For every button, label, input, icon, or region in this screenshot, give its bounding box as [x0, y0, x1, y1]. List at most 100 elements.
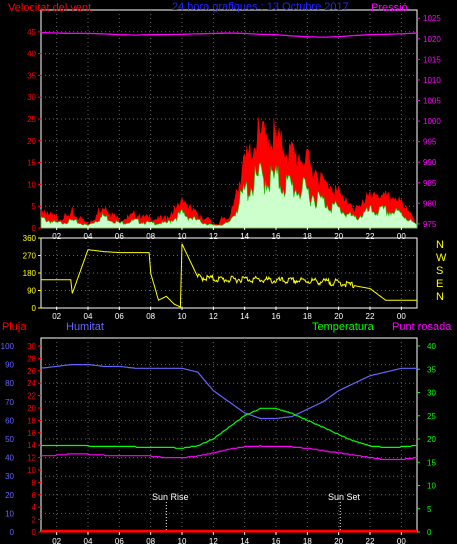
humidity-tick-label: 90 [5, 361, 14, 370]
sunset-label: Sun Set [328, 492, 361, 502]
temperature-label: Temperatura [312, 321, 375, 333]
graph-date-title: 24 hora grafiques : 13 Octubre 2017 [172, 1, 349, 13]
temperature-tick-label: 0 [427, 528, 432, 537]
rain-tick-label: 6 [32, 491, 37, 500]
mid-x-tick-label: 22 [366, 312, 375, 321]
top-x-tick-label: 18 [303, 232, 312, 241]
rain-tick-label: 8 [32, 478, 37, 487]
wind-tick-label: 15 [27, 159, 36, 168]
pressure-tick-label: 980 [423, 199, 437, 208]
temperature-tick-label: 15 [427, 458, 436, 467]
direction-tick-label: 0 [32, 304, 37, 313]
humidity-tick-label: 60 [5, 416, 14, 425]
humidity-label: Humitat [66, 321, 104, 333]
bottom-x-tick-label: 08 [146, 537, 155, 544]
humidity-tick-label: 80 [5, 379, 14, 388]
wind-tick-label: 0 [32, 224, 37, 233]
compass-label: N [436, 291, 444, 303]
rain-tick-label: 12 [27, 454, 36, 463]
top-x-tick-label: 04 [84, 232, 93, 241]
humidity-series [40, 364, 417, 420]
rain-tick-label: 2 [32, 516, 37, 525]
rain-tick-label: 4 [32, 503, 37, 512]
top-x-tick-label: 02 [52, 232, 61, 241]
bottom-x-tick-label: 06 [115, 537, 124, 544]
top-x-tick-label: 20 [334, 232, 343, 241]
mid-x-tick-label: 20 [334, 312, 343, 321]
rain-label: Pluja [2, 321, 27, 333]
temperature-tick-label: 25 [427, 412, 436, 421]
wind-direction-series [41, 243, 417, 308]
pressure-tick-label: 1025 [423, 14, 441, 23]
mid-x-tick-label: 18 [303, 312, 312, 321]
rain-tick-label: 18 [27, 416, 36, 425]
bottom-x-tick-label: 20 [334, 537, 343, 544]
rain-tick-label: 30 [27, 342, 36, 351]
compass-label: N [436, 239, 444, 251]
wind-tick-label: 20 [27, 137, 36, 146]
temperature-tick-label: 10 [427, 482, 436, 491]
mid-x-tick-label: 02 [52, 312, 61, 321]
rain-tick-label: 0 [32, 528, 37, 537]
temperature-series [41, 407, 417, 449]
mid-x-tick-label: 06 [115, 312, 124, 321]
top-x-tick-label: 06 [115, 232, 124, 241]
mid-x-tick-label: 10 [178, 312, 187, 321]
humidity-tick-label: 0 [10, 528, 15, 537]
pressure-title: Pressió [371, 2, 408, 14]
top-x-tick-label: 16 [272, 232, 281, 241]
rain-tick-label: 28 [27, 354, 36, 363]
mid-x-tick-label: 08 [146, 312, 155, 321]
direction-tick-label: 360 [23, 234, 37, 243]
rain-tick-label: 16 [27, 429, 36, 438]
pressure-tick-label: 1005 [423, 96, 441, 105]
rain-tick-label: 26 [27, 367, 36, 376]
compass-label: S [436, 265, 443, 277]
mid-x-tick-label: 04 [84, 312, 93, 321]
pressure-tick-label: 1010 [423, 76, 441, 85]
bottom-x-tick-label: 12 [209, 537, 218, 544]
humidity-tick-label: 40 [5, 454, 14, 463]
bottom-x-tick-label: 18 [303, 537, 312, 544]
dewpoint-label: Punt rosada [392, 321, 452, 333]
humidity-tick-label: 10 [5, 509, 14, 518]
temperature-tick-label: 35 [427, 365, 436, 374]
pressure-tick-label: 990 [423, 158, 437, 167]
wind-tick-label: 5 [32, 202, 37, 211]
top-x-tick-label: 22 [366, 232, 375, 241]
bottom-x-tick-label: 22 [366, 537, 375, 544]
temperature-tick-label: 20 [427, 435, 436, 444]
compass-label: E [436, 278, 443, 290]
mid-x-tick-label: 12 [209, 312, 218, 321]
pressure-tick-label: 995 [423, 138, 437, 147]
dewpoint-series [41, 444, 417, 461]
pressure-tick-label: 1000 [423, 117, 441, 126]
top-x-tick-label: 00 [397, 232, 406, 241]
wind-tick-label: 25 [27, 115, 36, 124]
mid-x-tick-label: 14 [240, 312, 249, 321]
pressure-series [40, 31, 418, 38]
bottom-x-tick-label: 14 [240, 537, 249, 544]
humidity-tick-label: 30 [5, 472, 14, 481]
wind-average-series [40, 162, 418, 229]
compass-label: W [436, 252, 447, 264]
pressure-tick-label: 975 [423, 220, 437, 229]
humidity-tick-label: 70 [5, 398, 14, 407]
mid-x-tick-label: 00 [397, 312, 406, 321]
pressure-tick-label: 1020 [423, 35, 441, 44]
wind-tick-label: 30 [27, 93, 36, 102]
bottom-x-tick-label: 16 [272, 537, 281, 544]
wind-gust-series [40, 117, 418, 229]
top-x-tick-label: 12 [209, 232, 218, 241]
bottom-x-tick-label: 02 [52, 537, 61, 544]
humidity-tick-label: 50 [5, 435, 14, 444]
pressure-tick-label: 985 [423, 179, 437, 188]
wind-tick-label: 45 [27, 28, 36, 37]
humidity-tick-label: 20 [5, 491, 14, 500]
rain-tick-label: 22 [27, 392, 36, 401]
temperature-tick-label: 40 [427, 342, 436, 351]
top-x-tick-label: 10 [178, 232, 187, 241]
wind-tick-label: 10 [27, 180, 36, 189]
